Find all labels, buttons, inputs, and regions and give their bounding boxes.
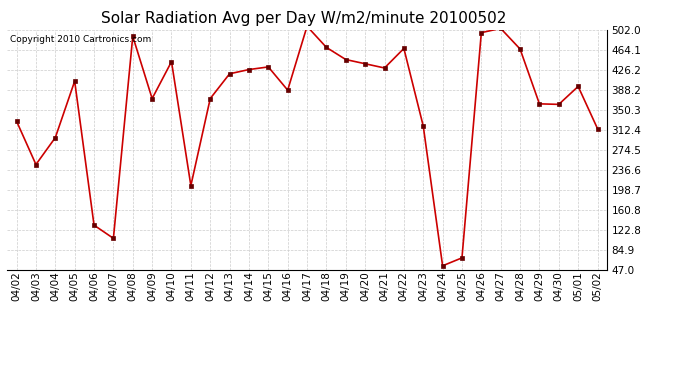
Text: Copyright 2010 Cartronics.com: Copyright 2010 Cartronics.com bbox=[10, 35, 151, 44]
Text: Solar Radiation Avg per Day W/m2/minute 20100502: Solar Radiation Avg per Day W/m2/minute … bbox=[101, 11, 506, 26]
